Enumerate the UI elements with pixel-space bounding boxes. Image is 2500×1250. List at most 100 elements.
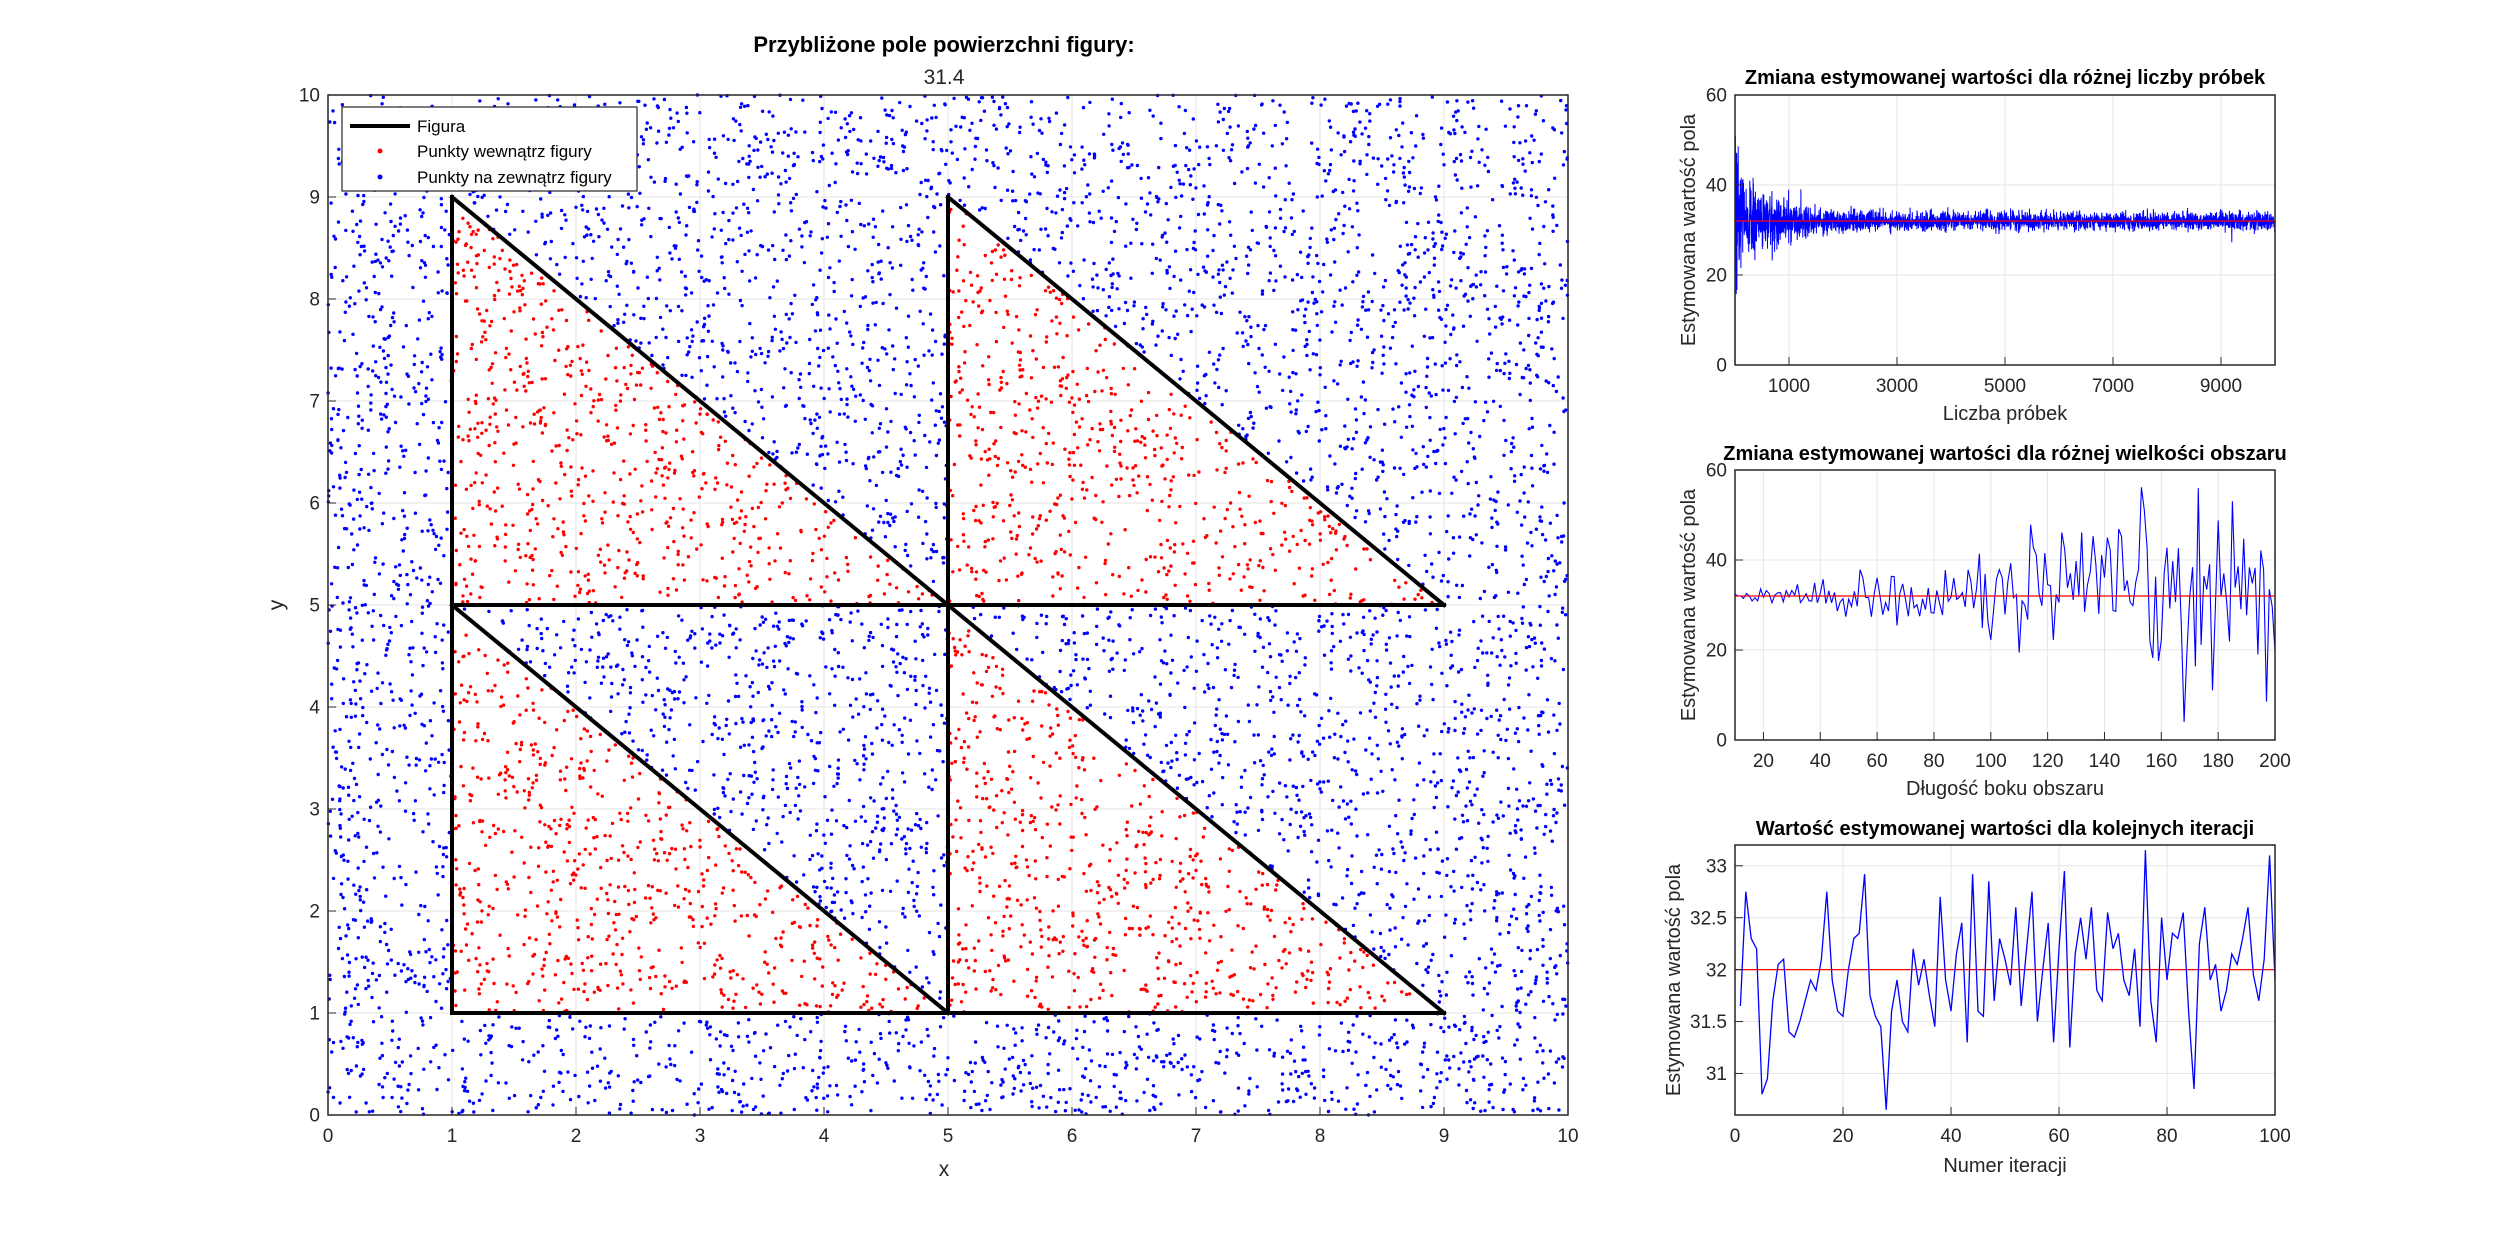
legend-box — [341, 106, 638, 192]
legend-outside-swatch — [377, 174, 383, 180]
y-tick-label: 9 — [309, 188, 320, 209]
x-tick-label: 5000 — [1984, 376, 2026, 397]
x-tick-label: 4 — [819, 1126, 830, 1147]
p1-series-line — [1734, 136, 2276, 365]
p3-tick-labels: 0 20 40 60 80 100 31 31.5 32 32.5 33 — [1690, 856, 2291, 1147]
y-tick-label: 32 — [1706, 960, 1727, 981]
y-tick-label: 2 — [309, 902, 320, 923]
p1-series — [1734, 136, 2276, 365]
x-tick-label: 200 — [2259, 751, 2291, 772]
x-tick-label: 3 — [695, 1126, 706, 1147]
x-tick-label: 9000 — [2200, 376, 2242, 397]
y-tick-label: 10 — [299, 86, 320, 107]
x-tick-label: 60 — [2048, 1126, 2069, 1147]
x-tick-label: 0 — [323, 1126, 334, 1147]
x-tick-label: 80 — [1923, 751, 1944, 772]
x-tick-label: 1 — [447, 1126, 458, 1147]
x-tick-label: 100 — [2259, 1126, 2291, 1147]
y-tick-label: 33 — [1706, 856, 1727, 877]
p1-tick-labels: 1000 3000 5000 7000 9000 0 20 40 60 — [1706, 86, 2242, 397]
x-tick-label: 9 — [1439, 1126, 1450, 1147]
x-tick-label: 140 — [2089, 751, 2121, 772]
y-tick-label: 0 — [1716, 731, 1727, 752]
y-tick-label: 5 — [309, 596, 320, 617]
iterations-plot: 0 20 40 60 80 100 31 31.5 32 32.5 33 Wartość estym… — [1663, 818, 2291, 1177]
x-tick-label: 0 — [1730, 1126, 1741, 1147]
x-tick-label: 160 — [2145, 751, 2177, 772]
p3-series — [1735, 850, 2276, 1110]
x-tick-label: 120 — [2032, 751, 2064, 772]
y-tick-label: 60 — [1706, 461, 1727, 482]
area-size-plot: 20 40 60 80 100 120 140 160 180 200 0 20 40 60 Zmiana… — [1678, 443, 2291, 800]
x-tick-label: 1000 — [1768, 376, 1810, 397]
p2-axes-box — [1734, 469, 2276, 741]
x-tick-label: 8 — [1315, 1126, 1326, 1147]
p2-x-label: Długość boku obszaru — [1906, 778, 2104, 800]
legend-inside-label: Punkty wewnątrz figury — [417, 142, 592, 161]
x-tick-label: 6 — [1067, 1126, 1078, 1147]
p1-y-label: Estymowana wartość pola — [1678, 113, 1700, 346]
y-tick-label: 6 — [309, 494, 320, 515]
inside-point-cloud — [450, 201, 1434, 1015]
x-tick-label: 20 — [1832, 1126, 1853, 1147]
y-tick-label: 31.5 — [1690, 1012, 1727, 1033]
x-tick-label: 7 — [1191, 1126, 1202, 1147]
p3-background — [1735, 845, 2275, 1115]
x-tick-label: 2 — [571, 1126, 582, 1147]
figure-edge — [449, 602, 951, 1016]
x-tick-label: 5 — [943, 1126, 954, 1147]
figure-edge — [945, 602, 1447, 1016]
p2-series — [1734, 487, 2276, 723]
y-tick-label: 1 — [309, 1004, 320, 1025]
x-tick-label: 80 — [2156, 1126, 2177, 1147]
figure-outline — [449, 194, 1447, 1016]
p1-title: Zmiana estymowanej wartości dla różnej l… — [1745, 67, 2266, 89]
legend: Figura Punkty wewnątrz figury Punkty na … — [341, 106, 638, 192]
main-scatter-plot: 0 1 2 3 4 5 6 7 8 9 10 0 1 2 3 4 5 6 7 8 9 10 Przybliżone pol… — [265, 32, 1579, 1181]
main-subtitle: 31.4 — [924, 66, 965, 89]
p3-x-label: Numer iteracji — [1943, 1155, 2066, 1177]
p3-title: Wartość estymowanej wartości dla kolejny… — [1756, 818, 2254, 840]
y-tick-label: 32.5 — [1690, 908, 1727, 929]
y-tick-label: 3 — [309, 800, 320, 821]
x-tick-label: 7000 — [2092, 376, 2134, 397]
x-tick-label: 180 — [2202, 751, 2234, 772]
p3-axes-box — [1734, 844, 2276, 1116]
y-tick-label: 20 — [1706, 266, 1727, 287]
y-tick-label: 7 — [309, 392, 320, 413]
inside-points — [450, 201, 1434, 1015]
y-tick-label: 8 — [309, 290, 320, 311]
x-tick-label: 3000 — [1876, 376, 1918, 397]
figure-edge — [945, 194, 1447, 608]
x-tick-label: 60 — [1867, 751, 1888, 772]
p3-series-line — [1739, 850, 2276, 1110]
legend-outside-label: Punkty na zewnątrz figury — [417, 168, 612, 187]
x-tick-label: 40 — [1810, 751, 1831, 772]
p2-series-line — [1734, 487, 2276, 723]
x-tick-label: 20 — [1753, 751, 1774, 772]
y-tick-label: 60 — [1706, 86, 1727, 107]
p2-title: Zmiana estymowanej wartości dla różnej w… — [1723, 443, 2287, 465]
y-tick-label: 40 — [1706, 176, 1727, 197]
y-tick-label: 20 — [1706, 641, 1727, 662]
main-y-label: y — [265, 599, 288, 610]
figure-edge — [449, 194, 951, 608]
x-tick-label: 40 — [1940, 1126, 1961, 1147]
main-title: Przybliżone pole powierzchni figury: — [753, 32, 1134, 57]
p2-y-label: Estymowana wartość pola — [1678, 488, 1700, 721]
p3-y-label: Estymowana wartość pola — [1663, 863, 1685, 1096]
p1-x-label: Liczba próbek — [1943, 403, 2069, 425]
y-tick-label: 0 — [309, 1106, 320, 1127]
y-tick-label: 40 — [1706, 551, 1727, 572]
x-tick-label: 100 — [1975, 751, 2007, 772]
main-x-label: x — [939, 1158, 950, 1181]
legend-figure-label: Figura — [417, 117, 466, 136]
samples-convergence-plot: 1000 3000 5000 7000 9000 0 20 40 60 Zmiana estym… — [1678, 67, 2276, 425]
x-tick-label: 10 — [1557, 1126, 1578, 1147]
legend-inside-swatch — [377, 148, 383, 154]
main-tick-labels: 0 1 2 3 4 5 6 7 8 9 10 0 1 2 3 4 5 6 7 8 9 10 — [299, 86, 1579, 1147]
p2-tick-labels: 20 40 60 80 100 120 140 160 180 200 0 20 40 60 — [1706, 461, 2291, 772]
y-tick-label: 0 — [1716, 356, 1727, 377]
y-tick-label: 31 — [1706, 1064, 1727, 1085]
